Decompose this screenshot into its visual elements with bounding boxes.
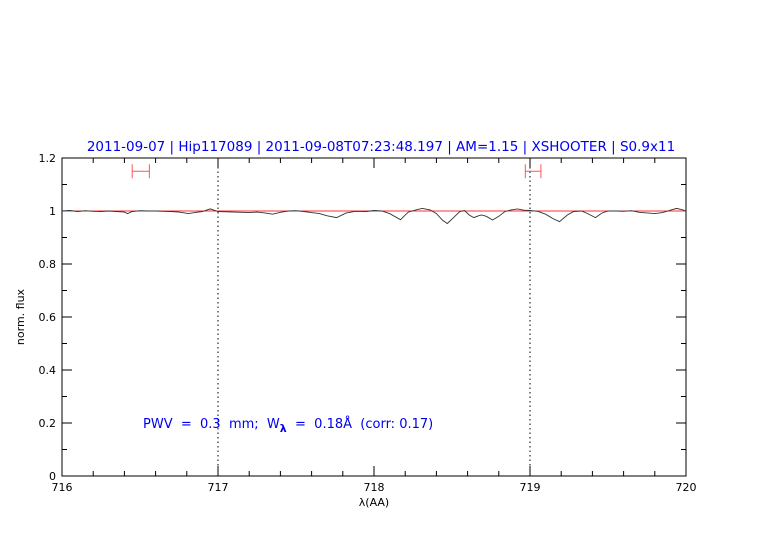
range-marker [524,164,542,179]
x-tick-label: 720 [676,481,697,494]
y-tick-label: 0 [49,470,56,483]
range-marker [131,164,150,179]
plot-area [61,158,687,476]
y-tick-label: 0.4 [39,364,57,377]
x-tick-label: 716 [52,481,73,494]
y-tick-label: 1 [49,205,56,218]
spectrum-line [61,207,687,225]
chart-title: 2011-09-07 | Hip117089 | 2011-09-08T07:2… [87,139,675,155]
pwv-annotation: PWV = 0.3 mm; Wλ = 0.18Å (corr: 0.17) [143,416,433,435]
y-axis-label: norm. flux [14,288,27,345]
x-tick-label: 718 [364,481,385,494]
axes: 716 717 718 719 720 0 0.2 0.4 0.6 0.8 1 1.2 [39,152,697,494]
y-tick-label: 0.8 [39,258,57,271]
y-tick-label: 0.6 [39,311,57,324]
x-axis-label: λ(AA) [359,496,389,509]
x-tick-label: 717 [208,481,229,494]
y-tick-label: 1.2 [39,152,57,165]
y-tick-label: 0.2 [39,417,57,430]
x-tick-label: 719 [520,481,541,494]
